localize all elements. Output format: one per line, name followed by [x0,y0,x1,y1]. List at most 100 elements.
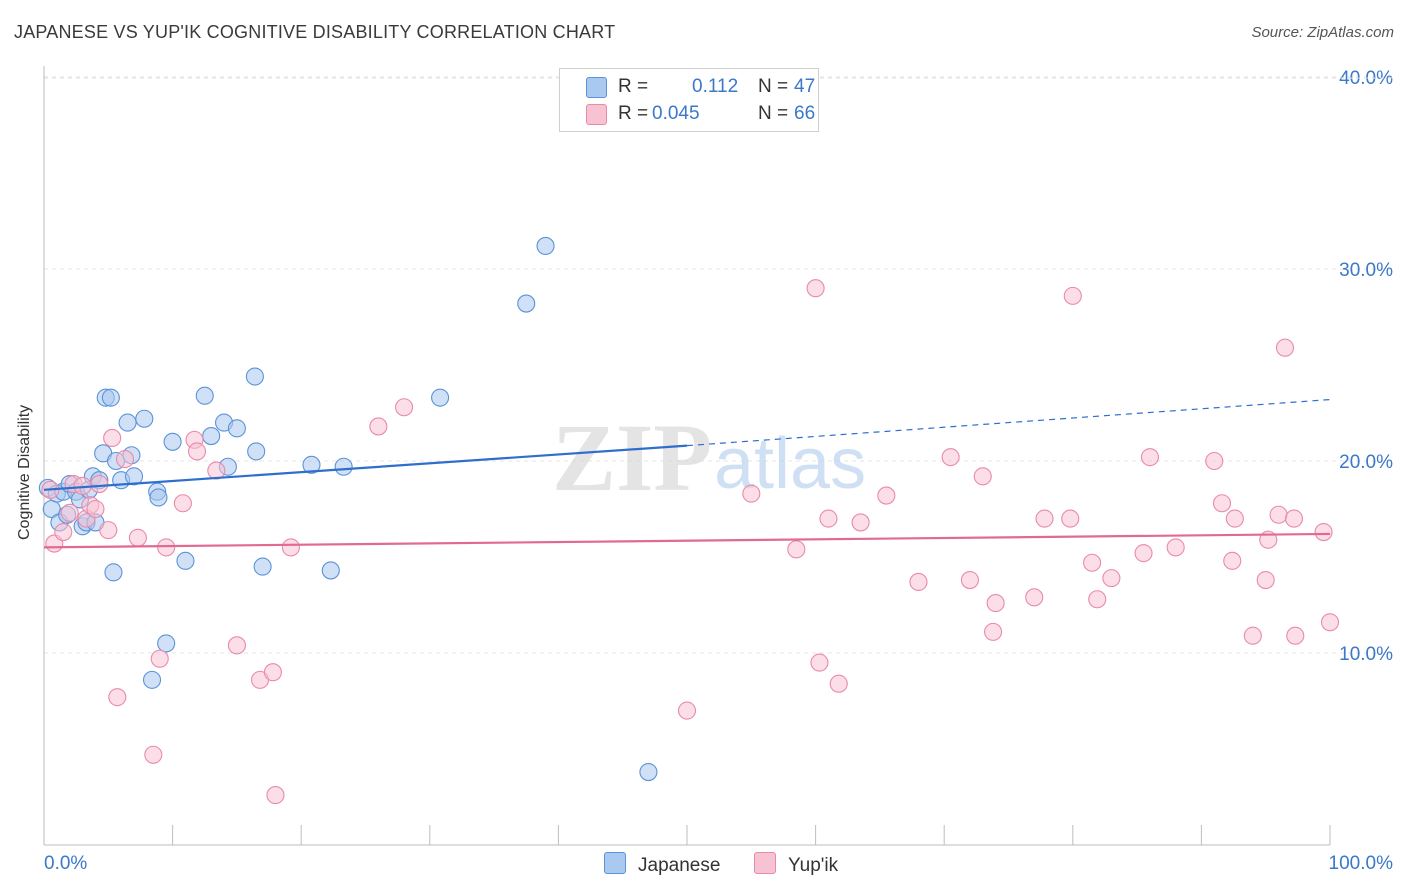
japanese-swatch [586,77,607,98]
japanese-point [321,561,340,580]
y-tick-label: 10.0% [1339,644,1393,665]
japanese-point [118,413,137,432]
japanese-point [163,432,182,451]
yupik-point [99,521,118,540]
japanese-point [247,442,266,461]
japanese-trendline [43,444,688,491]
japanese-point [253,557,272,576]
yupik-point [851,513,870,532]
yupik-point [115,450,135,469]
yupik-point [1088,590,1107,609]
yupik-point [1140,448,1160,467]
japanese-point [536,236,555,256]
legend-item-japanese: Japanese [604,852,720,877]
japanese-point [202,426,221,446]
yupik-point [128,528,147,547]
yupik-point [677,701,697,720]
yupik-point [1212,494,1232,513]
yupik-point [1205,451,1224,471]
japanese-trendline-extension [686,398,1331,447]
japanese-point [227,419,246,438]
legend-n-label: N = [758,103,789,124]
yupik-swatch [586,104,607,125]
yupik-point [960,570,979,590]
watermark-atlas: atlas [714,424,866,504]
yupik-point [369,417,388,436]
yupik-point [108,688,127,707]
japanese-point [101,388,120,407]
japanese-point [135,409,154,428]
japanese-point [517,294,536,313]
yupik-point [187,442,207,461]
legend-n-value: 47 [794,76,816,97]
yupik-point [263,663,282,682]
japanese-point [195,386,214,405]
legend-r-label: R = [618,103,649,124]
yupik-point [54,522,73,542]
yupik-point [1025,588,1044,607]
yupik-point [819,509,838,528]
yupik-point [941,448,960,467]
watermark-zip: ZIP [552,404,712,511]
yupik-point [787,540,806,559]
yupik-point [1320,613,1340,632]
yupik-point [909,572,928,592]
yupik-point [806,279,825,298]
japanese-point [142,670,162,689]
japanese-point [149,488,168,507]
japanese-legend-swatch [604,852,626,874]
yupik-point [266,786,285,805]
yupik-point [144,745,163,764]
yupik-point [207,461,226,480]
legend-n-label: N = [758,76,789,97]
legend-r-value: 0.112 [692,76,739,97]
yupik-point [150,649,169,668]
yupik-point [227,636,246,655]
yupik-point [1275,338,1295,357]
yupik-point [1223,551,1242,570]
chart-source: Source: ZipAtlas.com [1251,24,1394,41]
yupik-point [1061,509,1080,528]
x-tick-label-max: 100.0% [1329,853,1394,874]
yupik-point [1256,570,1275,590]
yupik-point [1225,509,1244,528]
japanese-point [245,367,264,386]
japanese-point [334,457,353,476]
legend-r-label: R = [618,76,649,97]
japanese-point [124,467,144,486]
yupik-point [986,594,1005,613]
legend-item-yupik: Yup'ik [754,852,838,877]
yupik-trendline [43,532,1331,549]
yupik-point [1243,626,1262,645]
yupik-point [1314,522,1333,542]
y-tick-label: 20.0% [1339,452,1393,473]
yupik-point [973,467,992,486]
japanese-point [104,563,123,582]
yupik-point [103,428,122,448]
legend-label-yupik: Yup'ik [788,855,839,876]
yupik-point [829,674,848,693]
yupik-point [395,398,414,417]
yupik-point [157,538,176,557]
yupik-point [1286,626,1305,645]
chart-title: JAPANESE VS YUP'IK COGNITIVE DISABILITY … [14,22,616,42]
japanese-point [302,455,321,474]
yupik-point [742,484,761,503]
yupik-point [1083,553,1102,572]
legend-label-japanese: Japanese [638,855,721,876]
legend-r-value: 0.045 [652,103,700,124]
x-tick-label-min: 0.0% [44,853,87,874]
yupik-point [1102,569,1121,588]
yupik-point [281,538,300,557]
yupik-point [1166,538,1185,557]
yupik-point [1035,509,1054,528]
yupik-point [1269,505,1288,524]
yupik-point [1063,286,1082,305]
japanese-point [639,762,658,782]
japanese-point [157,634,176,653]
legend-n-value: 66 [794,103,816,124]
yupik-point [1134,544,1153,563]
yupik-legend-swatch [754,852,776,874]
japanese-point [176,551,195,570]
yupik-point [810,653,829,672]
